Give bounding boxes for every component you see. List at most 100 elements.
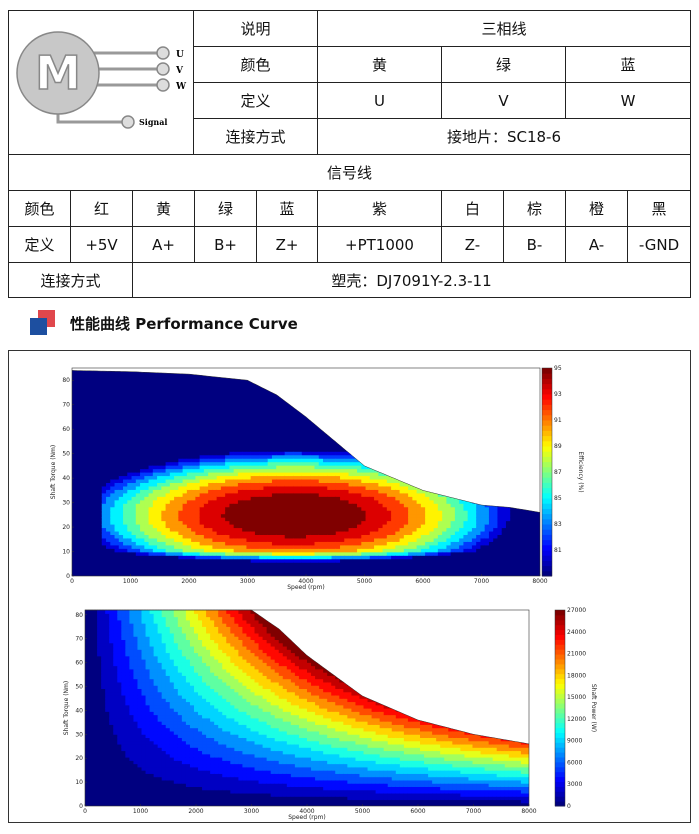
performance-curve-panel: 0 1000 2000 3000 4000 5000 6000 7000 8000 0 10 20 30… bbox=[8, 350, 691, 823]
colorbar-tick-label: 87 bbox=[554, 469, 562, 476]
signal-def-3: B+ bbox=[194, 226, 257, 263]
phase-def-v: V bbox=[441, 82, 566, 119]
phase-conn-label: 连接方式 bbox=[193, 118, 318, 155]
header-value: 三相线 bbox=[317, 10, 691, 47]
signal-color-7: 棕 bbox=[503, 190, 566, 227]
motor-cell bbox=[8, 10, 194, 155]
x-axis-label: Speed (rpm) bbox=[287, 584, 325, 591]
phase-color-label: 颜色 bbox=[193, 46, 318, 83]
colorbar-tick-label: 85 bbox=[554, 495, 562, 502]
y-axis-label: Shaft Torque (Nm) bbox=[63, 681, 70, 735]
signal-color-label: 颜色 bbox=[8, 190, 71, 227]
colorbar-tick-label: 12000 bbox=[567, 716, 586, 723]
x-tick-label: 3000 bbox=[244, 808, 259, 815]
colorbar-tick-label: 93 bbox=[554, 391, 562, 398]
signal-color-8: 橙 bbox=[565, 190, 628, 227]
motor-wiring-diagram: M U V W Signal bbox=[16, 31, 187, 129]
max-torque-curve bbox=[71, 370, 541, 513]
x-tick-label: 8000 bbox=[521, 808, 536, 815]
x-tick-label: 2000 bbox=[181, 578, 196, 585]
x-axis-label: Speed (rpm) bbox=[288, 814, 326, 821]
y-tick-label: 20 bbox=[62, 524, 70, 531]
signal-def-5: +PT1000 bbox=[317, 226, 442, 263]
x-tick-label: 7000 bbox=[474, 578, 489, 585]
signal-def-label: 定义 bbox=[8, 226, 71, 263]
colorbar bbox=[541, 367, 553, 577]
section-header: 性能曲线 Performance Curve bbox=[30, 308, 298, 338]
y-tick-label: 20 bbox=[75, 755, 83, 762]
colorbar-tick-label: 21000 bbox=[567, 651, 586, 658]
signal-color-3: 绿 bbox=[194, 190, 257, 227]
colorbar-label: Efficiency (%) bbox=[577, 451, 584, 492]
y-tick-label: 50 bbox=[62, 451, 70, 458]
signal-color-5: 紫 bbox=[317, 190, 442, 227]
x-tick-label: 7000 bbox=[466, 808, 481, 815]
y-tick-label: 10 bbox=[62, 549, 70, 556]
x-tick-label: 1000 bbox=[133, 808, 148, 815]
colorbar-tick-label: 15000 bbox=[567, 694, 586, 701]
pin-label-w: W bbox=[175, 82, 187, 92]
spec-table: 说明 三相线 颜色 黄 绿 蓝 定义 U V W 连接方式 接地片：SC18-6… bbox=[8, 10, 691, 298]
phase-def-w: W bbox=[565, 82, 691, 119]
signal-color-1: 红 bbox=[70, 190, 133, 227]
y-axis-label: Shaft Torque (Nm) bbox=[50, 445, 57, 499]
colorbar-tick-label: 9000 bbox=[567, 738, 582, 745]
colorbar-label: Shaft Power (W) bbox=[590, 684, 597, 732]
x-tick-label: 5000 bbox=[357, 578, 372, 585]
x-tick-label: 4000 bbox=[298, 578, 313, 585]
phase-conn-value: 接地片：SC18-6 bbox=[317, 118, 691, 155]
pin-label-v: V bbox=[175, 66, 184, 76]
y-tick-label: 70 bbox=[62, 402, 70, 409]
signal-color-6: 白 bbox=[441, 190, 504, 227]
signal-conn-label: 连接方式 bbox=[8, 262, 133, 298]
motor-letter: M bbox=[35, 46, 81, 100]
shaft-power-map-chart: 0 1000 2000 3000 4000 5000 6000 7000 8000 0 10 20 30… bbox=[63, 607, 597, 821]
y-tick-label: 60 bbox=[75, 660, 83, 667]
colorbar-tick-label: 0 bbox=[567, 803, 571, 810]
stacked-squares-icon bbox=[30, 310, 55, 335]
phase-def-u: U bbox=[317, 82, 442, 119]
colorbar-tick-label: 89 bbox=[554, 443, 562, 450]
x-tick-label: 2000 bbox=[188, 808, 203, 815]
phase-def-label: 定义 bbox=[193, 82, 318, 119]
y-tick-label: 50 bbox=[75, 683, 83, 690]
signal-def-7: B- bbox=[503, 226, 566, 263]
colorbar-tick-label: 83 bbox=[554, 521, 562, 528]
phase-color-v: 绿 bbox=[441, 46, 566, 83]
y-tick-label: 70 bbox=[75, 636, 83, 643]
x-tick-label: 6000 bbox=[415, 578, 430, 585]
signal-def-2: A+ bbox=[132, 226, 195, 263]
y-tick-label: 80 bbox=[75, 612, 83, 619]
y-tick-label: 0 bbox=[66, 573, 70, 580]
phase-color-w: 蓝 bbox=[565, 46, 691, 83]
signal-conn-value: 塑壳：DJ7091Y-2.3-11 bbox=[132, 262, 691, 298]
signal-color-4: 蓝 bbox=[256, 190, 318, 227]
signal-def-4: Z+ bbox=[256, 226, 318, 263]
colorbar-tick-label: 27000 bbox=[567, 607, 586, 614]
signal-title: 信号线 bbox=[8, 154, 691, 191]
y-tick-label: 30 bbox=[75, 731, 83, 738]
header-label: 说明 bbox=[193, 10, 318, 47]
colorbar-tick-label: 18000 bbox=[567, 672, 586, 679]
signal-label: Signal bbox=[139, 117, 167, 127]
pin-label-u: U bbox=[176, 50, 184, 60]
signal-def-8: A- bbox=[565, 226, 628, 263]
signal-def-6: Z- bbox=[441, 226, 504, 263]
efficiency-map-chart: 0 1000 2000 3000 4000 5000 6000 7000 8000 0 10 20 30… bbox=[50, 365, 584, 591]
signal-def-1: +5V bbox=[70, 226, 133, 263]
colorbar-tick-label: 24000 bbox=[567, 629, 586, 636]
x-tick-label: 5000 bbox=[355, 808, 370, 815]
y-tick-label: 80 bbox=[62, 377, 70, 384]
signal-color-2: 黄 bbox=[132, 190, 195, 227]
y-tick-label: 60 bbox=[62, 426, 70, 433]
x-tick-label: 1000 bbox=[123, 578, 138, 585]
colorbar bbox=[554, 609, 566, 807]
section-title: 性能曲线 Performance Curve bbox=[70, 314, 298, 333]
signal-def-9: -GND bbox=[627, 226, 691, 263]
signal-color-9: 黑 bbox=[627, 190, 691, 227]
y-tick-label: 0 bbox=[79, 803, 83, 810]
x-tick-label: 4000 bbox=[299, 808, 314, 815]
colorbar-tick-label: 95 bbox=[554, 365, 562, 372]
x-tick-label: 0 bbox=[70, 578, 74, 585]
x-tick-label: 8000 bbox=[532, 578, 547, 585]
